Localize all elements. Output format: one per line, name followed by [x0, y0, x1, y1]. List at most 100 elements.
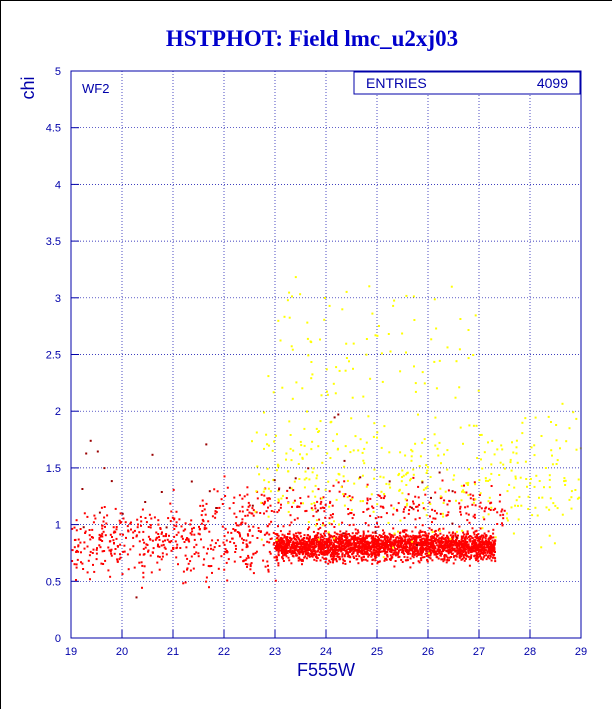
data-point	[290, 514, 292, 516]
data-point	[423, 538, 425, 540]
data-point	[467, 532, 469, 534]
data-point	[490, 556, 492, 558]
data-point	[335, 547, 337, 549]
data-point	[291, 544, 293, 546]
data-point	[292, 547, 294, 549]
data-point	[313, 468, 315, 470]
data-point	[326, 542, 328, 544]
data-point	[276, 559, 278, 561]
data-point	[191, 481, 193, 483]
data-point	[370, 535, 372, 537]
data-point	[488, 530, 490, 532]
data-point	[199, 533, 201, 535]
data-point	[469, 541, 471, 543]
data-point	[315, 525, 317, 527]
data-point	[383, 425, 385, 427]
data-point	[422, 502, 424, 504]
data-point	[326, 551, 328, 553]
data-point	[337, 414, 339, 416]
data-point	[401, 470, 403, 472]
data-point	[101, 528, 103, 530]
data-point	[398, 545, 400, 547]
data-point	[107, 569, 109, 571]
data-point	[496, 511, 498, 513]
data-point	[571, 508, 573, 510]
data-point	[467, 530, 469, 532]
data-point	[569, 427, 571, 429]
data-point	[442, 513, 444, 515]
data-point	[452, 553, 454, 555]
data-point	[427, 536, 429, 538]
data-point	[287, 502, 289, 504]
data-point	[300, 546, 302, 548]
data-point	[425, 487, 427, 489]
data-point	[487, 555, 489, 557]
data-point	[367, 530, 369, 532]
data-point	[83, 541, 85, 543]
data-point	[360, 438, 362, 440]
data-point	[375, 557, 377, 559]
data-point	[274, 556, 276, 558]
data-point	[374, 559, 376, 561]
data-point	[94, 518, 96, 520]
data-point	[480, 528, 482, 530]
data-point	[446, 515, 448, 517]
data-point	[303, 538, 305, 540]
data-point	[331, 523, 333, 525]
data-point	[96, 558, 98, 560]
data-point	[398, 490, 400, 492]
data-point	[367, 484, 369, 486]
data-point	[480, 458, 482, 460]
data-point	[310, 553, 312, 555]
data-point	[308, 526, 310, 528]
data-point	[93, 571, 95, 573]
data-point	[142, 539, 144, 541]
data-point	[332, 440, 334, 442]
y-tick-label: 4.5	[46, 123, 61, 135]
data-point	[343, 544, 345, 546]
data-point	[137, 526, 139, 528]
data-point	[455, 500, 457, 502]
data-point	[412, 501, 414, 503]
data-point	[470, 536, 472, 538]
data-point	[467, 484, 469, 486]
data-point	[448, 532, 450, 534]
data-point	[401, 538, 403, 540]
data-point	[548, 416, 550, 418]
data-point	[447, 346, 449, 348]
data-point	[313, 531, 315, 533]
data-point	[316, 477, 318, 479]
data-point	[89, 554, 91, 556]
data-point	[473, 425, 475, 427]
data-point	[320, 551, 322, 553]
data-point	[461, 499, 463, 501]
data-point	[310, 361, 312, 363]
data-point	[165, 548, 167, 550]
data-point	[419, 532, 421, 534]
data-point	[447, 504, 449, 506]
data-point	[367, 549, 369, 551]
data-point	[241, 538, 243, 540]
data-point	[483, 535, 485, 537]
data-point	[399, 532, 401, 534]
data-point	[247, 533, 249, 535]
data-point	[288, 511, 290, 513]
data-point	[476, 425, 478, 427]
data-point	[427, 466, 429, 468]
data-point	[291, 551, 293, 553]
data-point	[207, 548, 209, 550]
data-point	[480, 502, 482, 504]
data-point	[400, 544, 402, 546]
data-point	[320, 501, 322, 503]
data-point	[320, 507, 322, 509]
data-point	[435, 328, 437, 330]
data-point	[276, 469, 278, 471]
data-point	[381, 447, 383, 449]
data-point	[401, 547, 403, 549]
data-point	[417, 414, 419, 416]
data-point	[414, 551, 416, 553]
data-point	[234, 551, 236, 553]
data-point	[411, 536, 413, 538]
data-point	[169, 541, 171, 543]
data-point	[329, 517, 331, 519]
